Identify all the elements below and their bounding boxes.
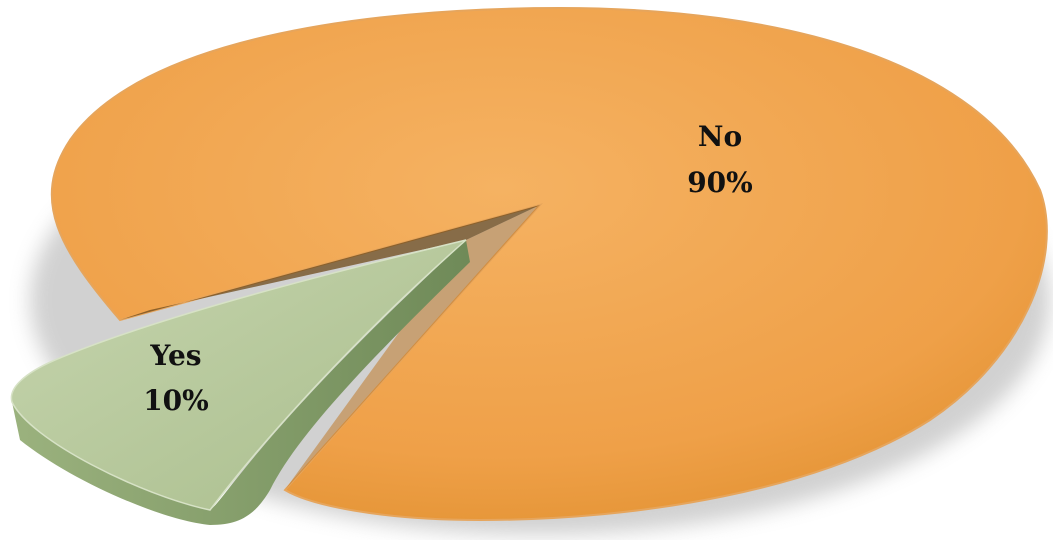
label-no-name: No [698,120,742,153]
label-yes: Yes 10% [143,339,209,417]
pie-slice-no-cut-wall [285,205,540,490]
pie-slice-yes-top [10,239,467,511]
label-no-percent: 90% [687,166,753,199]
label-yes-percent: 10% [143,384,209,417]
label-no: No 90% [687,120,753,199]
pie-slice-yes [10,239,470,525]
label-yes-name: Yes [149,339,201,372]
pie-slice-no-cut-top [120,205,540,320]
pie-slice-no [50,6,1048,522]
pie-slice-no-shape [50,6,1048,522]
